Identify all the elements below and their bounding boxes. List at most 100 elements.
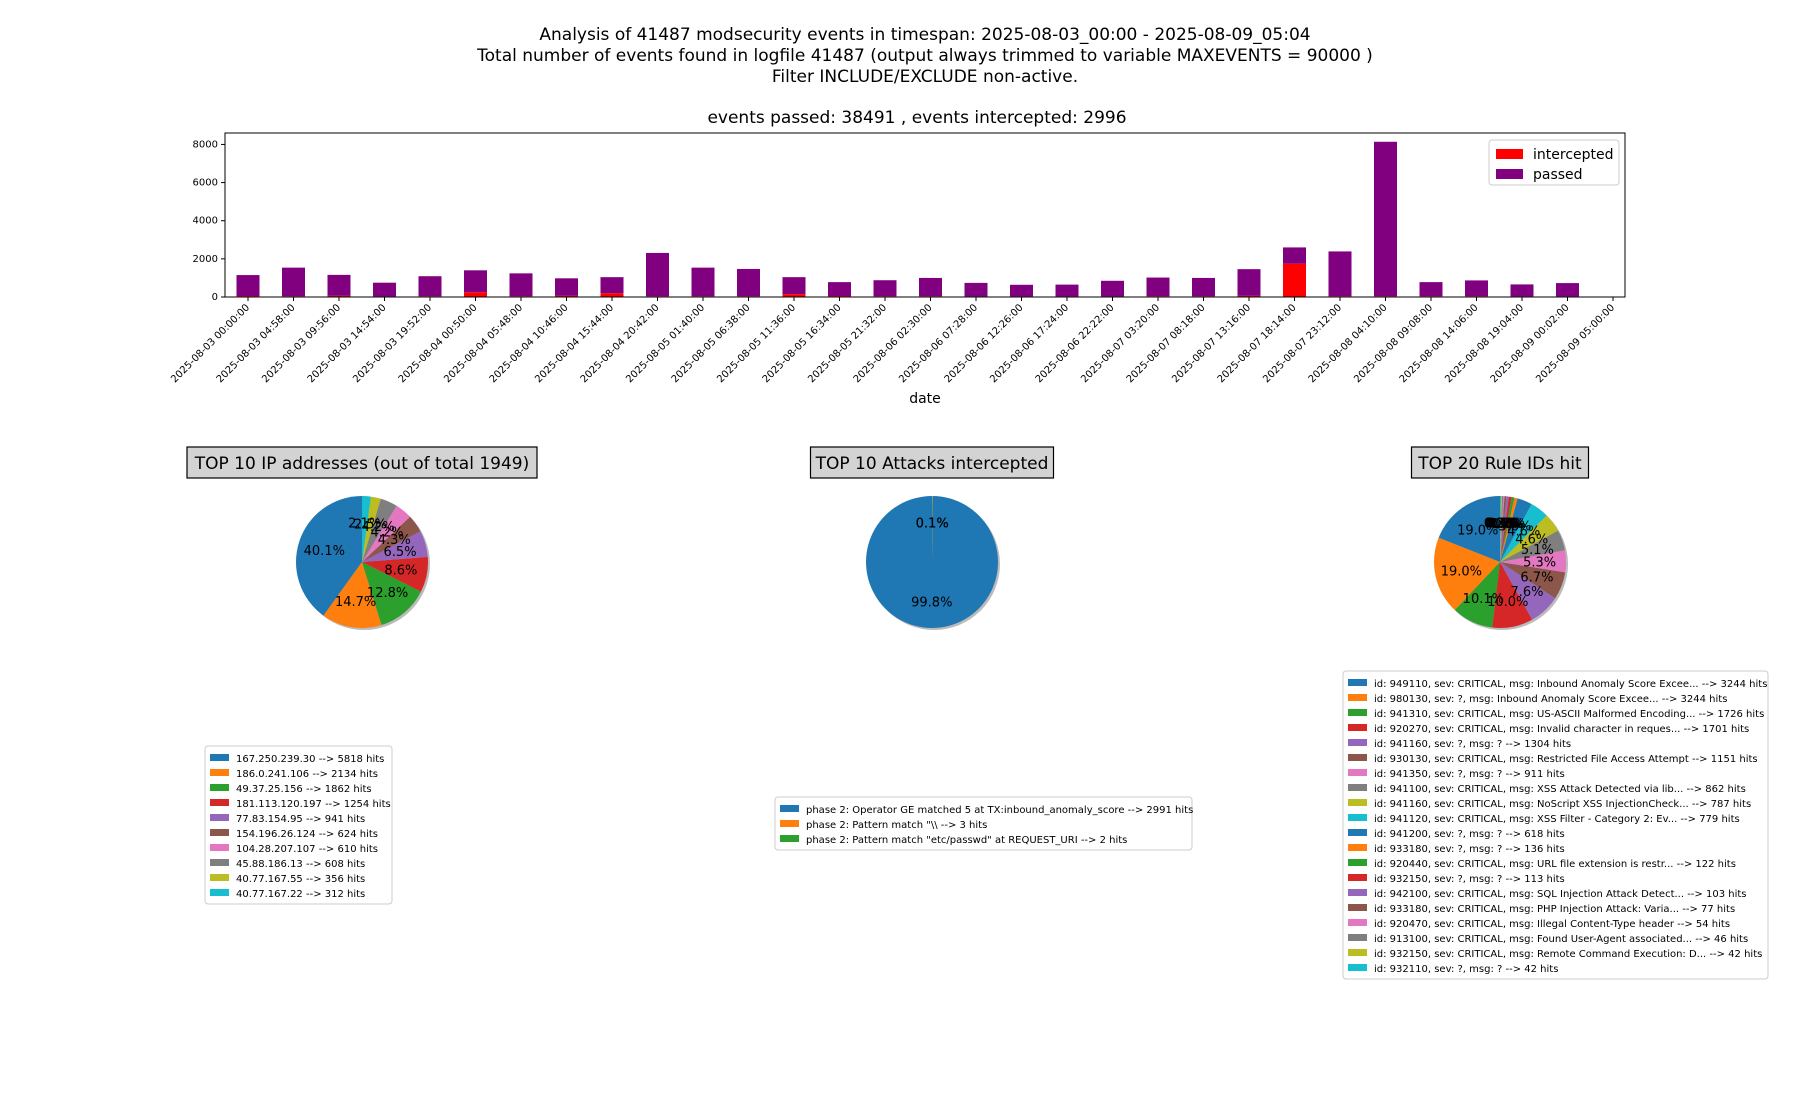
pie-legend-label: id: 949110, sev: CRITICAL, msg: Inbound …: [1374, 679, 1767, 690]
pie-pct-label: 2.1%: [348, 516, 381, 531]
pie-legend-label: 167.250.239.30 --> 5818 hits: [236, 754, 384, 765]
pie-legend-label: id: 920470, sev: CRITICAL, msg: Illegal …: [1374, 919, 1730, 930]
bar-passed: [1465, 280, 1488, 297]
pie-slice: [1500, 504, 1547, 562]
x-tick-label: 2025-08-05 21:32:00: [806, 302, 889, 385]
bar-passed: [327, 274, 351, 296]
x-tick-label: 2025-08-08 04:10:00: [1307, 302, 1390, 385]
bar-intercepted: [1283, 263, 1306, 297]
pie-pct-label: 4.2%: [362, 520, 395, 535]
pie-pct-label: 0.2%: [1484, 516, 1517, 531]
pie-pct-label: 99.8%: [911, 596, 952, 611]
pie-legend-swatch: [780, 835, 799, 842]
pie-legend-box: [774, 796, 1193, 851]
pie-legend-label: id: 913100, sev: CRITICAL, msg: Found Us…: [1374, 934, 1748, 945]
pie-legend-label: 40.77.167.22 --> 312 hits: [236, 889, 365, 900]
pie-legend-swatch: [210, 799, 229, 806]
pie-slice: [1500, 498, 1532, 562]
pie-pct-label: 6.5%: [384, 545, 417, 560]
pie-legend-swatch: [210, 844, 229, 851]
pie-legend-label: 77.83.154.95 --> 941 hits: [236, 814, 365, 825]
bar-passed: [1556, 283, 1579, 297]
bar-intercepted: [327, 295, 351, 297]
pie-legend-label: id: 941160, sev: CRITICAL, msg: NoScript…: [1374, 799, 1751, 810]
pie-legend-swatch: [210, 769, 229, 776]
bar-passed: [1146, 277, 1170, 297]
x-tick-label: 2025-08-03 04:58:00: [215, 302, 298, 385]
x-tick-label: 2025-08-05 06:38:00: [670, 302, 753, 385]
y-tick-label: 4000: [193, 216, 218, 227]
pie-legend-swatch: [1348, 859, 1367, 866]
x-tick-label: 2025-08-04 20:42:00: [579, 302, 662, 385]
x-tick-label: 2025-08-03 19:52:00: [351, 302, 434, 385]
pie-legend-swatch: [1348, 934, 1367, 941]
x-tick-label: 2025-08-04 15:44:00: [533, 302, 616, 385]
pie-chart-attacks: TOP 10 Attacks intercepted99.8%0.1%0.1%p…: [774, 446, 1193, 851]
pie-legend-label: phase 2: Pattern match "etc/passwd" at R…: [806, 835, 1127, 846]
pie-slice: [1500, 496, 1509, 562]
pie-pct-label: 14.7%: [335, 595, 376, 610]
pie-title-box: [186, 446, 538, 479]
pie-legend-swatch: [1348, 784, 1367, 791]
pie-title: TOP 20 Rule IDs hit: [1417, 454, 1582, 474]
pie-chart-rules: TOP 20 Rule IDs hit 19.0% 19.0% 10.1%10.0%7…: [1342, 446, 1769, 980]
pie-legend-swatch: [210, 814, 229, 821]
pie-pct-label: 0.7%: [1490, 517, 1523, 532]
pie-legend-label: id: 933180, sev: CRITICAL, msg: PHP Inje…: [1374, 904, 1735, 915]
x-tick-label: 2025-08-03 00:00:00: [169, 302, 252, 385]
bar-passed: [828, 282, 851, 297]
pie-pct-label: 10.0%: [1487, 595, 1528, 610]
y-tick-label: 2000: [193, 254, 218, 265]
pie-legend-label: id: 941120, sev: CRITICAL, msg: XSS Filt…: [1374, 814, 1740, 825]
bar-intercepted: [782, 294, 806, 297]
pie-slice: [1500, 496, 1504, 562]
pie-legend-label: id: 942100, sev: CRITICAL, msg: SQL Inje…: [1374, 889, 1747, 900]
pie-pct-label: 0.7%: [1491, 517, 1524, 532]
bar-passed: [600, 277, 624, 294]
pie-pct-label: 0.1%: [916, 516, 949, 531]
pie-legend-swatch: [210, 859, 229, 866]
pie-slice: [1500, 496, 1512, 562]
x-tick-label: 2025-08-07 03:20:00: [1079, 302, 1162, 385]
y-tick-label: 6000: [193, 178, 218, 189]
pie-legend-swatch: [1348, 739, 1367, 746]
pie-legend-label: id: 932110, sev: ?, msg: ? --> 42 hits: [1374, 964, 1558, 975]
pie-pct-label: 0.6%: [1488, 517, 1521, 532]
pie-pct-label: 40.1%: [304, 544, 345, 559]
pie-legend-swatch: [1348, 949, 1367, 956]
pie-legend-swatch: [1348, 814, 1367, 821]
pie-pct-label: 10.1%: [1463, 592, 1504, 607]
pie-legend-label: phase 2: Pattern match "\\ --> 3 hits: [806, 820, 987, 831]
pie-pct-label: 7.6%: [1510, 585, 1543, 600]
pie-legend-label: 104.28.207.107 --> 610 hits: [236, 844, 378, 855]
x-tick-label: 2025-08-06 12:26:00: [943, 302, 1026, 385]
bar-passed: [646, 252, 669, 297]
bar-passed: [737, 268, 760, 297]
pie-slice: [1500, 550, 1566, 573]
header-line-1: Analysis of 41487 modsecurity events in …: [539, 25, 1310, 45]
bar-passed: [964, 282, 988, 297]
pie-slice: [323, 562, 382, 628]
bar-passed: [873, 280, 897, 297]
pie-pct-label: 4.6%: [1515, 532, 1548, 547]
x-tick-label: 2025-08-03 14:54:00: [306, 302, 389, 385]
pie-legend-swatch: [780, 805, 799, 812]
pie-legend-label: id: 941350, sev: ?, msg: ? --> 911 hits: [1374, 769, 1565, 780]
pie-legend-swatch: [210, 874, 229, 881]
x-tick-label: 2025-08-09 05:00:00: [1534, 302, 1617, 385]
pie-slice: [1500, 497, 1515, 562]
x-tick-label: 2025-08-09 00:02:00: [1489, 302, 1572, 385]
pie-chart-ip: TOP 10 IP addresses (out of total 1949) 4…: [186, 446, 538, 905]
pie-legend-swatch: [1348, 829, 1367, 836]
bar-passed: [691, 267, 715, 297]
pie-legend-label: 40.77.167.55 --> 356 hits: [236, 874, 365, 885]
legend-label-passed: passed: [1533, 167, 1583, 183]
bar-chart-title: events passed: 38491 , events intercepte…: [707, 108, 1126, 128]
pie-slice: [362, 496, 381, 562]
pie-legend-box: [1342, 670, 1769, 980]
bar-passed: [1510, 284, 1534, 297]
x-tick-label: 2025-08-07 18:14:00: [1216, 302, 1299, 385]
plot-frame: [224, 132, 1626, 298]
legend-label-intercepted: intercepted: [1533, 147, 1614, 163]
